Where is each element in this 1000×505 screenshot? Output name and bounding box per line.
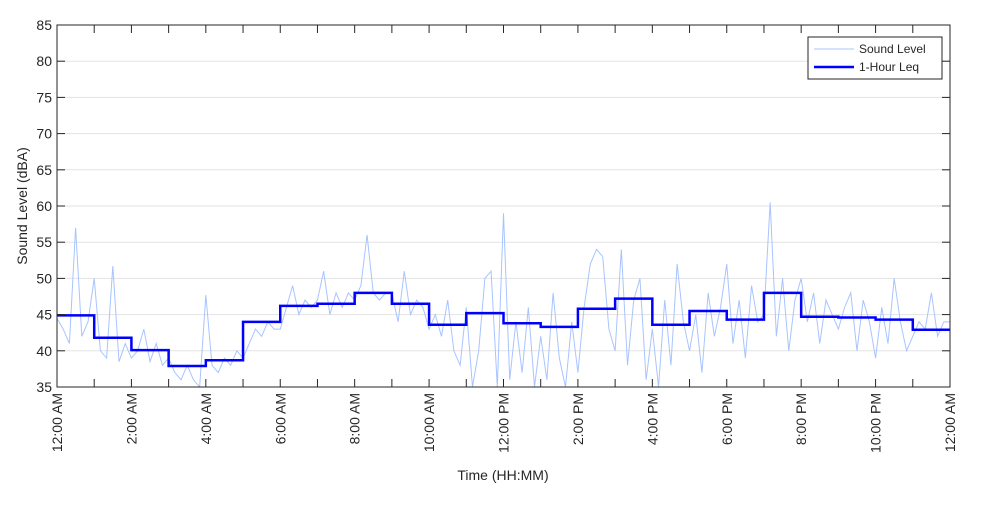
y-tick-label: 40 (36, 343, 52, 359)
y-tick-label: 50 (36, 270, 52, 286)
x-tick-label: 8:00 AM (347, 393, 363, 444)
x-tick-label: 8:00 PM (793, 393, 809, 445)
x-tick-label: 10:00 AM (421, 393, 437, 452)
y-tick-label: 60 (36, 198, 52, 214)
leq-step-line (57, 291, 950, 368)
x-tick-label: 12:00 AM (942, 393, 958, 452)
legend-label-sound-level: Sound Level (859, 42, 926, 56)
y-tick-label: 75 (36, 89, 52, 105)
series-sound-level (56, 202, 950, 389)
y-tick-label: 65 (36, 162, 52, 178)
x-tick-label: 6:00 AM (272, 393, 288, 444)
x-tick-label: 2:00 PM (570, 393, 586, 445)
y-tick-label: 45 (36, 307, 52, 323)
x-tick-labels: 12:00 AM 2:00 AM 4:00 AM 6:00 AM 8:00 AM 10:0… (49, 393, 958, 453)
y-tick-label: 35 (36, 379, 52, 395)
x-tick-label: 2:00 AM (123, 393, 139, 444)
axis-ticks (56, 24, 951, 388)
y-tick-label: 70 (36, 126, 52, 142)
series-1-hour-leq (57, 291, 950, 368)
y-tick-label: 55 (36, 234, 52, 250)
x-tick-label: 6:00 PM (719, 393, 735, 445)
x-axis-label: Time (HH:MM) (457, 467, 548, 483)
y-tick-label: 85 (36, 17, 52, 33)
legend: Sound Level 1-Hour Leq (807, 36, 943, 80)
sound-level-line (56, 202, 950, 389)
x-tick-label: 4:00 PM (644, 393, 660, 445)
x-tick-label: 12:00 AM (49, 393, 65, 452)
y-tick-labels: 35 40 45 50 55 60 65 70 75 80 85 (36, 17, 52, 395)
x-tick-label: 4:00 AM (198, 393, 214, 444)
x-tick-label: 12:00 PM (496, 393, 512, 453)
legend-box (807, 36, 943, 80)
y-tick-label: 80 (36, 53, 52, 69)
x-tick-label: 10:00 PM (868, 393, 884, 453)
y-axis-label: Sound Level (dBA) (14, 147, 30, 265)
legend-label-1-hour-leq: 1-Hour Leq (859, 60, 919, 74)
